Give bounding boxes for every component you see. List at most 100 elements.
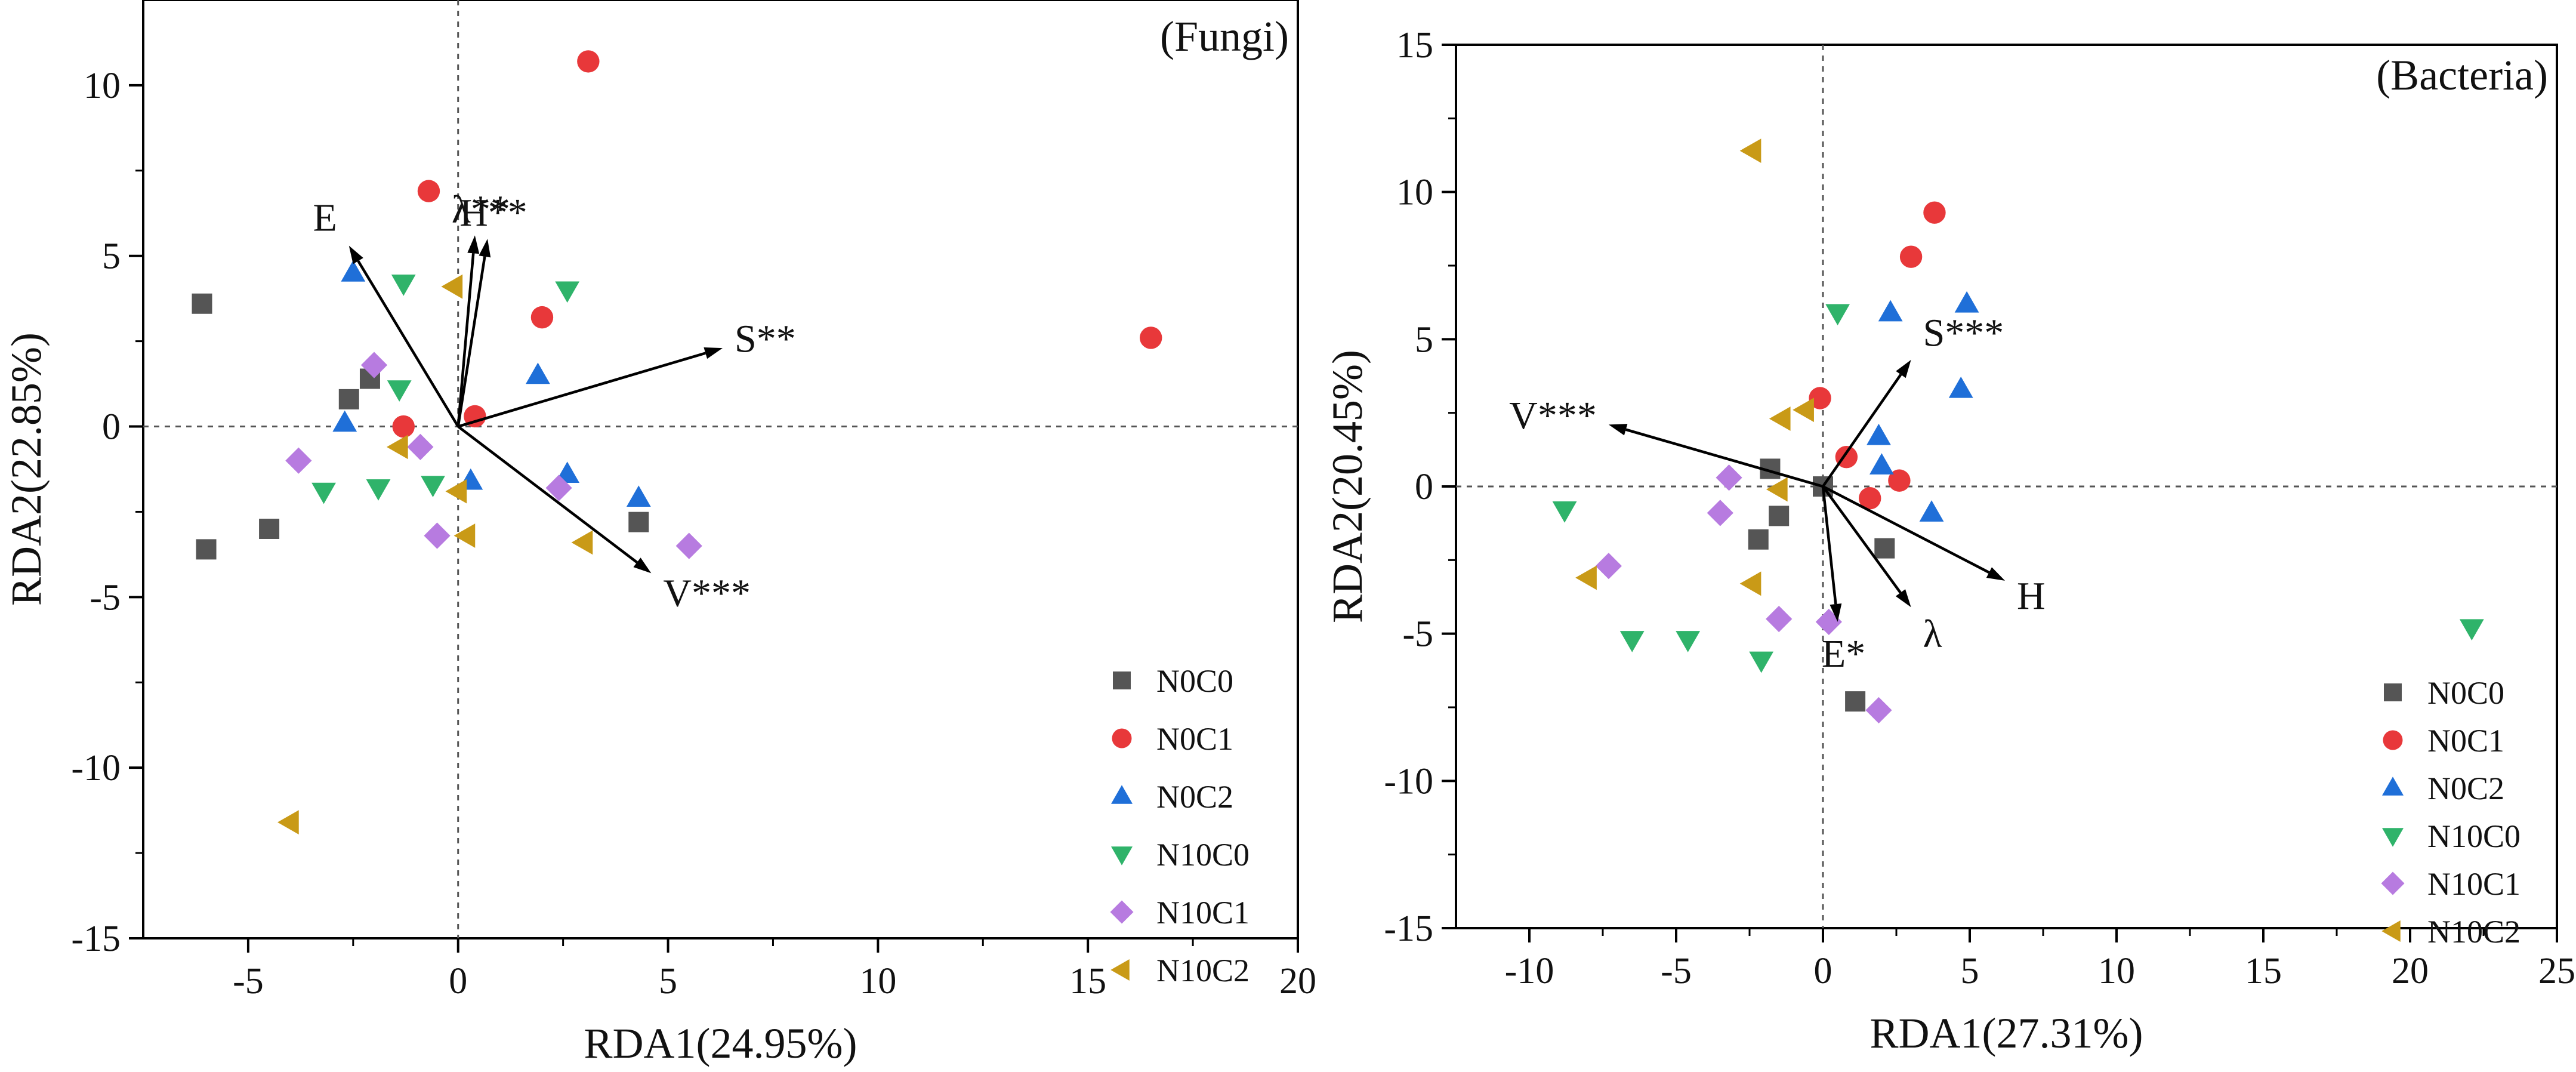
x-axis-title: RDA1(27.31%) [1870,1009,2143,1057]
data-point-n10c2 [454,523,476,548]
data-point-n0c1 [417,180,440,202]
x-tick-label: -5 [233,961,264,1002]
legend-label: N10C1 [2427,866,2521,902]
data-point-n0c1 [1809,387,1831,409]
y-tick-label: 15 [1396,25,1433,66]
legend-label: N10C2 [1156,953,1250,988]
data-point-n10c1 [545,475,572,501]
x-tick-label: -10 [1505,951,1554,991]
data-point-n10c0 [2459,619,2484,641]
y-axis-title: RDA2(22.85%) [2,332,50,606]
legend-marker-n0c0 [1113,671,1131,689]
x-tick-label: 5 [659,961,677,1002]
y-tick-label: -15 [71,919,121,959]
legend-label: N0C1 [1156,721,1233,757]
data-point-n0c0 [192,293,212,314]
loading-arrow-head [348,245,363,264]
loading-arrow-line [456,256,486,427]
legend-marker-n0c0 [2384,683,2402,701]
data-point-n10c0 [1825,304,1850,326]
legend-label: N0C0 [1156,663,1233,699]
x-tick-label: 20 [2392,951,2429,991]
data-point-n10c1 [1595,553,1622,580]
legend-marker-n10c2 [1110,959,1130,981]
data-point-n10c2 [1793,398,1814,423]
legend-label: N10C2 [2427,914,2521,950]
legend-marker-n10c0 [1111,846,1133,865]
legend-marker-n10c1 [2381,871,2405,895]
arrow-label: E [313,196,337,239]
legend-label: N10C0 [1156,837,1250,873]
legend-marker-n10c1 [1110,900,1134,924]
data-point-n10c2 [1575,565,1597,590]
data-point-n0c2 [526,362,550,384]
panel-title: (Fungi) [1160,13,1289,60]
legend-label: N10C0 [2427,818,2521,854]
x-tick-label: 25 [2538,951,2575,991]
data-point-n10c1 [1716,464,1742,491]
y-axis-title: RDA2(20.45%) [1324,350,1371,623]
loading-arrow-head [1895,589,1911,608]
data-point-n10c0 [1619,631,1645,652]
legend-marker-n0c1 [1112,728,1132,748]
arrow-label: E* [1822,632,1865,676]
data-point-n0c2 [1878,300,1903,322]
loading-arrow-head [1608,424,1628,436]
loading-arrow-head [1830,603,1842,622]
arrow-label: S*** [1923,312,2004,355]
plot-frame [142,0,1299,939]
loading-arrow-head [467,235,480,254]
arrow-label: V*** [663,572,751,615]
data-point-n10c0 [311,482,336,504]
data-point-n0c0 [1769,506,1790,526]
y-tick-label: 0 [1415,467,1433,507]
data-point-n10c0 [1552,501,1577,523]
loading-arrow-line [1822,485,1902,594]
fungi-rda-panel: -5 0 5 10 15 20-15-10-50510RDA1(24.95%)RDA2(2… [2,0,1316,1067]
y-tick-label: 5 [1415,319,1433,360]
arrow-label: H [2017,574,2046,618]
data-point-n0c1 [1899,245,1923,268]
data-point-n0c0 [628,512,649,532]
loading-arrow-line [357,260,459,427]
legend-marker-n10c0 [2382,828,2404,847]
data-point-n10c0 [1749,651,1774,673]
data-point-n10c0 [391,275,416,296]
x-tick-label: 5 [1961,951,1979,991]
x-tick-label: 15 [1069,961,1106,1002]
data-point-n0c2 [332,410,357,432]
loading-arrow-line [1822,485,1990,574]
loading-arrow-head [633,557,652,574]
x-axis-title: RDA1(24.95%) [584,1019,857,1067]
arrow-label: λ** [452,187,510,231]
legend-marker-n0c2 [2382,777,2404,796]
data-point-n10c0 [421,476,445,497]
data-point-n10c0 [366,479,391,501]
x-tick-label: -5 [1661,951,1692,991]
x-tick-label: 20 [1279,961,1316,1002]
loading-arrow-line [1821,486,1837,605]
data-point-n0c1 [1923,201,1946,224]
loading-arrow-head [479,239,491,258]
data-point-n0c0 [1874,538,1895,559]
data-point-n10c1 [1865,697,1892,724]
legend-label: N0C1 [2427,723,2504,759]
legend-marker-n10c2 [2381,920,2401,942]
data-point-n0c2 [1954,291,1979,313]
data-point-n0c2 [1867,423,1891,445]
bacteria-rda-panel: -10 -5 0 5 10 15 20 25 -15 -10 -5 0 5 10 15 RDA1(27.31%… [1324,25,2575,1057]
data-point-n10c1 [424,522,451,549]
loading-arrow-head [704,347,723,359]
legend-label: N0C0 [2427,675,2504,711]
loading-arrow-line [458,352,706,428]
loading-arrow-head [1986,567,2006,581]
data-point-n10c0 [555,281,580,303]
data-point-n10c0 [1676,631,1701,652]
data-point-n0c1 [1888,469,1911,492]
x-tick-label: 0 [1814,951,1832,991]
y-tick-label: -5 [90,577,121,618]
data-point-n10c1 [360,352,388,378]
data-point-n10c2 [445,479,467,504]
data-point-n0c1 [530,306,554,329]
data-point-n0c1 [392,415,415,438]
